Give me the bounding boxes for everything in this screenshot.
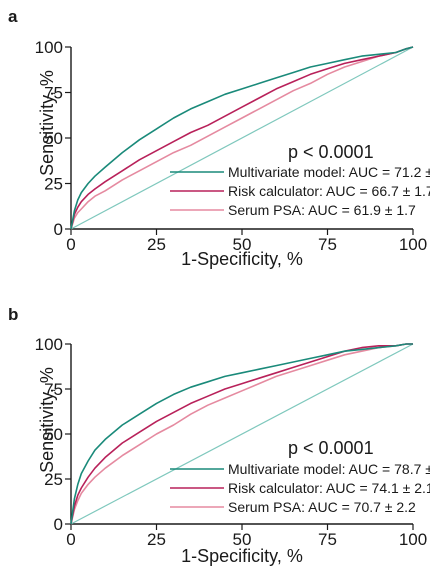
y-tick-label-b: 0 bbox=[54, 515, 63, 534]
reference-diagonal-b bbox=[70, 343, 414, 525]
x-tick-label-b: 25 bbox=[147, 530, 166, 549]
y-tick-label-a: 100 bbox=[35, 38, 63, 57]
multivariate-model-curve-a bbox=[70, 46, 414, 230]
axes-a: 0 25 50 75 100 0 25 50 75 100 bbox=[35, 38, 428, 254]
x-axis-title-a: 1-Specificity, % bbox=[181, 249, 303, 269]
y-axis-title-b: Sensitivity, % bbox=[37, 367, 57, 473]
x-tick-label-b: 100 bbox=[399, 530, 427, 549]
multivariate-model-curve-b bbox=[70, 343, 413, 525]
y-tick-label-a: 50 bbox=[44, 129, 63, 148]
risk-calculator-curve-b bbox=[70, 343, 413, 525]
panel-letter-b: b bbox=[8, 305, 18, 324]
y-tick-label-b: 25 bbox=[44, 470, 63, 489]
y-axis-title-a: Sensitivity, % bbox=[37, 70, 57, 176]
legend-label-multivariate-model-a: Multivariate model: AUC = 71.2 ± 1.6 bbox=[228, 164, 430, 180]
plot-area-b bbox=[70, 343, 414, 525]
p-value-annotation-a: p < 0.0001 bbox=[288, 142, 374, 162]
panel-a: a Sensitivity, % 1-Specificity, % p < 0.… bbox=[8, 7, 430, 269]
p-value-annotation-b: p < 0.0001 bbox=[288, 438, 374, 458]
y-tick-label-b: 100 bbox=[35, 335, 63, 354]
axes-b: 0 25 50 75 100 0 25 50 75 100 bbox=[35, 335, 428, 549]
x-tick-label-a: 50 bbox=[233, 235, 252, 254]
legend-label-serum-psa-a: Serum PSA: AUC = 61.9 ± 1.7 bbox=[228, 202, 416, 218]
x-tick-label-b: 50 bbox=[233, 530, 252, 549]
legend-label-risk-calculator-a: Risk calculator: AUC = 66.7 ± 1.7 bbox=[228, 183, 430, 199]
legend-label-serum-psa-b: Serum PSA: AUC = 70.7 ± 2.2 bbox=[228, 499, 416, 515]
legend-label-risk-calculator-b: Risk calculator: AUC = 74.1 ± 2.1 bbox=[228, 480, 430, 496]
y-tick-label-a: 25 bbox=[44, 175, 63, 194]
x-axis-title-b: 1-Specificity, % bbox=[181, 546, 303, 566]
y-tick-label-a: 75 bbox=[44, 84, 63, 103]
risk-calculator-curve-a bbox=[70, 46, 414, 230]
x-tick-label-b: 0 bbox=[66, 530, 75, 549]
x-tick-label-a: 25 bbox=[147, 235, 166, 254]
plot-area-a bbox=[70, 46, 414, 230]
panel-b: b Sensitivity, % 1-Specificity, % p < 0.… bbox=[8, 305, 430, 566]
legend-label-multivariate-model-b: Multivariate model: AUC = 78.7 ± 1.9 bbox=[228, 461, 430, 477]
legend-b: Multivariate model: AUC = 78.7 ± 1.9 Risk… bbox=[170, 461, 430, 515]
serum-psa-curve-b bbox=[70, 343, 413, 525]
serum-psa-curve-a bbox=[70, 46, 414, 230]
y-tick-label-a: 0 bbox=[54, 220, 63, 239]
y-tick-label-b: 75 bbox=[44, 380, 63, 399]
x-tick-label-a: 100 bbox=[399, 235, 427, 254]
x-tick-label-b: 75 bbox=[318, 530, 337, 549]
panel-letter-a: a bbox=[8, 7, 18, 26]
x-tick-label-a: 0 bbox=[66, 235, 75, 254]
reference-diagonal-a bbox=[70, 46, 414, 230]
legend-a: Multivariate model: AUC = 71.2 ± 1.6 Risk… bbox=[170, 164, 430, 218]
x-tick-label-a: 75 bbox=[318, 235, 337, 254]
y-tick-label-b: 50 bbox=[44, 425, 63, 444]
